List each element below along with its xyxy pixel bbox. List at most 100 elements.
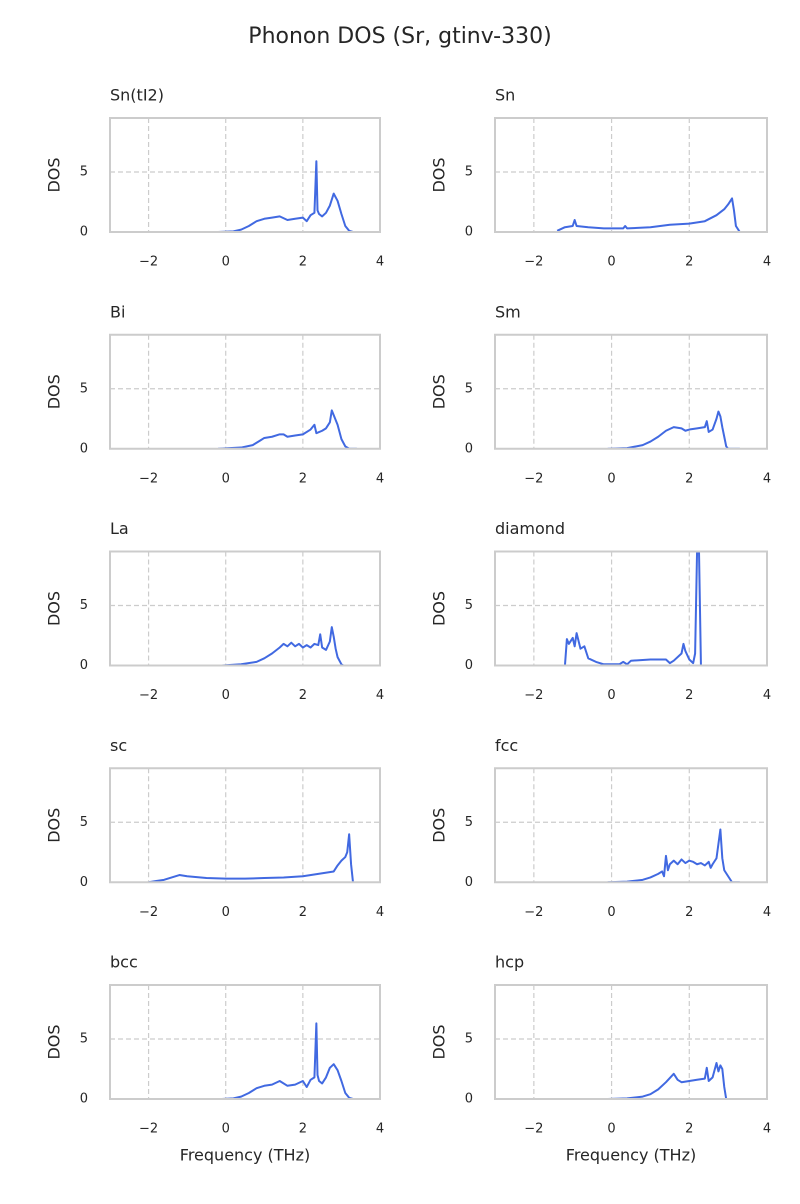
x-tick-label: 4 — [376, 688, 384, 703]
x-tick-label: 2 — [685, 471, 693, 486]
y-axis-label: DOS — [430, 374, 449, 409]
axes-frame — [109, 117, 381, 233]
subplot-title: sc — [110, 736, 127, 755]
x-tick-label: 0 — [607, 905, 615, 920]
dos-line — [563, 551, 709, 666]
x-tick-label: −2 — [139, 905, 158, 920]
x-tick-label: 4 — [763, 471, 771, 486]
plot-area — [495, 768, 767, 883]
y-tick-label: 0 — [80, 658, 88, 673]
x-tick-label: 2 — [685, 905, 693, 920]
x-tick-label: 4 — [376, 905, 384, 920]
subplot-title: bcc — [110, 953, 138, 972]
x-tick-label: −2 — [524, 471, 543, 486]
x-tick-label: 4 — [763, 255, 771, 270]
axes-frame — [494, 984, 768, 1100]
dos-line — [607, 1062, 736, 1099]
dos-line — [607, 828, 740, 883]
y-tick-label: 5 — [465, 165, 473, 180]
y-tick-label: 0 — [465, 658, 473, 673]
plot-area — [495, 985, 767, 1099]
x-tick-label: −2 — [139, 688, 158, 703]
subplot-title: fcc — [495, 736, 518, 755]
x-tick-label: 4 — [376, 1122, 384, 1137]
plot-area — [495, 334, 767, 449]
y-axis-label: DOS — [45, 374, 64, 409]
y-axis-label: DOS — [45, 1024, 64, 1059]
y-axis-label: DOS — [45, 591, 64, 626]
x-tick-label: 2 — [685, 688, 693, 703]
y-tick-label: 5 — [80, 381, 88, 396]
y-tick-label: 5 — [80, 165, 88, 180]
y-tick-label: 0 — [80, 225, 88, 240]
axes-frame — [109, 767, 381, 884]
x-tick-label: 0 — [222, 905, 230, 920]
y-tick-label: 5 — [465, 598, 473, 613]
y-tick-label: 5 — [80, 1032, 88, 1047]
y-tick-label: 0 — [465, 1092, 473, 1107]
dos-line — [217, 160, 354, 232]
x-axis-label: Frequency (THz) — [566, 1146, 696, 1165]
axes-frame — [494, 550, 768, 667]
plot-area — [110, 985, 380, 1099]
x-axis-label: Frequency (THz) — [180, 1146, 310, 1165]
x-tick-label: 2 — [299, 255, 307, 270]
dos-line — [221, 626, 353, 666]
axes-frame — [109, 984, 381, 1100]
y-axis-label: DOS — [45, 157, 64, 192]
y-tick-label: 0 — [465, 875, 473, 890]
y-tick-label: 0 — [80, 441, 88, 456]
axes-frame — [109, 333, 381, 450]
subplot-title: Sn(tI2) — [110, 86, 164, 105]
x-tick-label: 2 — [299, 905, 307, 920]
x-tick-label: 2 — [299, 688, 307, 703]
y-axis-label: DOS — [45, 808, 64, 843]
figure-title: Phonon DOS (Sr, gtinv-330) — [248, 24, 551, 49]
axes-frame — [109, 550, 381, 667]
x-tick-label: 2 — [299, 471, 307, 486]
x-tick-label: 0 — [607, 688, 615, 703]
x-tick-label: −2 — [524, 905, 543, 920]
subplot-title: diamond — [495, 519, 565, 538]
y-tick-label: 5 — [80, 598, 88, 613]
y-axis-label: DOS — [430, 1024, 449, 1059]
x-tick-label: −2 — [524, 1122, 543, 1137]
x-tick-label: 0 — [222, 471, 230, 486]
x-tick-label: 0 — [607, 255, 615, 270]
y-tick-label: 0 — [80, 1092, 88, 1107]
y-tick-label: 0 — [465, 225, 473, 240]
dos-line — [217, 409, 357, 449]
x-tick-label: 0 — [222, 1122, 230, 1137]
y-axis-label: DOS — [430, 157, 449, 192]
x-tick-label: −2 — [139, 471, 158, 486]
x-tick-label: 4 — [763, 688, 771, 703]
plot-area — [110, 334, 380, 449]
x-tick-label: −2 — [139, 255, 158, 270]
axes-frame — [494, 333, 768, 450]
plot-area — [495, 551, 767, 666]
x-tick-label: 4 — [376, 471, 384, 486]
x-tick-label: 4 — [376, 255, 384, 270]
plot-area — [110, 118, 380, 232]
y-axis-label: DOS — [430, 591, 449, 626]
dos-line — [556, 197, 741, 232]
subplot-title: Bi — [110, 302, 125, 321]
y-tick-label: 5 — [465, 381, 473, 396]
x-tick-label: 0 — [607, 1122, 615, 1137]
y-tick-label: 0 — [465, 441, 473, 456]
dos-line — [221, 1022, 354, 1099]
plot-area — [110, 768, 380, 883]
y-axis-label: DOS — [430, 808, 449, 843]
x-tick-label: −2 — [524, 688, 543, 703]
y-tick-label: 5 — [465, 1032, 473, 1047]
y-tick-label: 5 — [465, 815, 473, 830]
x-tick-label: 0 — [222, 255, 230, 270]
axes-frame — [494, 767, 768, 884]
x-tick-label: −2 — [524, 255, 543, 270]
subplot-title: La — [110, 519, 129, 538]
subplot-title: Sn — [495, 86, 515, 105]
x-tick-label: 2 — [299, 1122, 307, 1137]
x-tick-label: 4 — [763, 1122, 771, 1137]
dos-line — [607, 410, 740, 449]
